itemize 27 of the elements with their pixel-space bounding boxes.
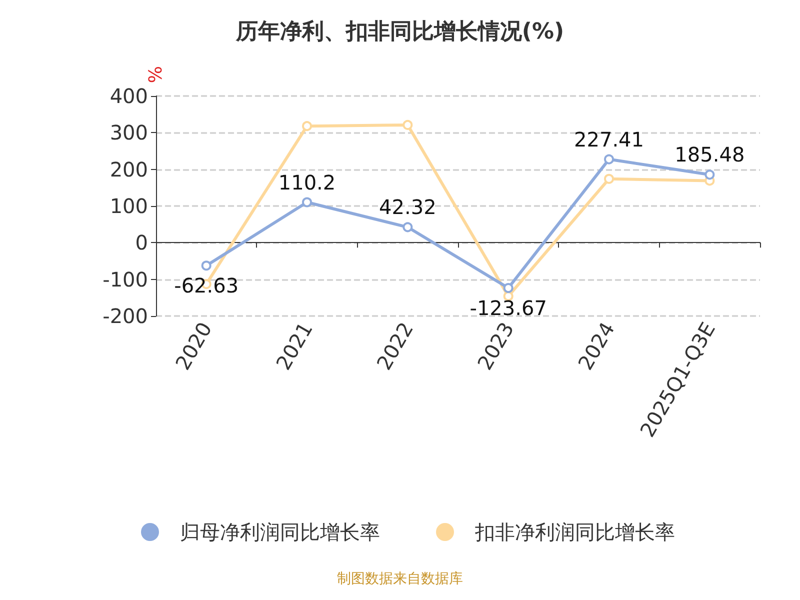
legend-label: 归母净利润同比增长率 bbox=[180, 520, 380, 544]
point bbox=[604, 174, 614, 184]
legend-label: 扣非净利润同比增长率 bbox=[474, 520, 675, 544]
data-label: 110.2 bbox=[278, 170, 336, 194]
chart-title: 历年净利、扣非同比增长情况(%) bbox=[234, 20, 564, 44]
data-label: 42.32 bbox=[379, 195, 436, 220]
point bbox=[402, 120, 413, 130]
point bbox=[302, 197, 312, 208]
y-tick-label: 100 bbox=[110, 194, 148, 218]
y-tick-label: -200 bbox=[102, 304, 148, 328]
point bbox=[604, 154, 614, 164]
data-label: 227.41 bbox=[574, 127, 644, 152]
point bbox=[402, 222, 413, 232]
point bbox=[704, 170, 715, 180]
data-label: -62.63 bbox=[174, 274, 239, 298]
point bbox=[201, 260, 212, 271]
y-axis-title: % bbox=[146, 66, 166, 84]
point bbox=[302, 121, 312, 132]
point bbox=[503, 283, 514, 294]
y-tick-label: 0 bbox=[135, 230, 148, 255]
data-label: -123.67 bbox=[470, 296, 547, 320]
y-tick-label: 400 bbox=[110, 84, 148, 108]
y-tick-label: 200 bbox=[110, 157, 148, 182]
y-tick-label: 300 bbox=[110, 120, 148, 145]
y-tick-label: -100 bbox=[102, 267, 148, 292]
data-label: 185.48 bbox=[674, 142, 745, 167]
text: 制图数据来自数据库 bbox=[337, 571, 463, 587]
